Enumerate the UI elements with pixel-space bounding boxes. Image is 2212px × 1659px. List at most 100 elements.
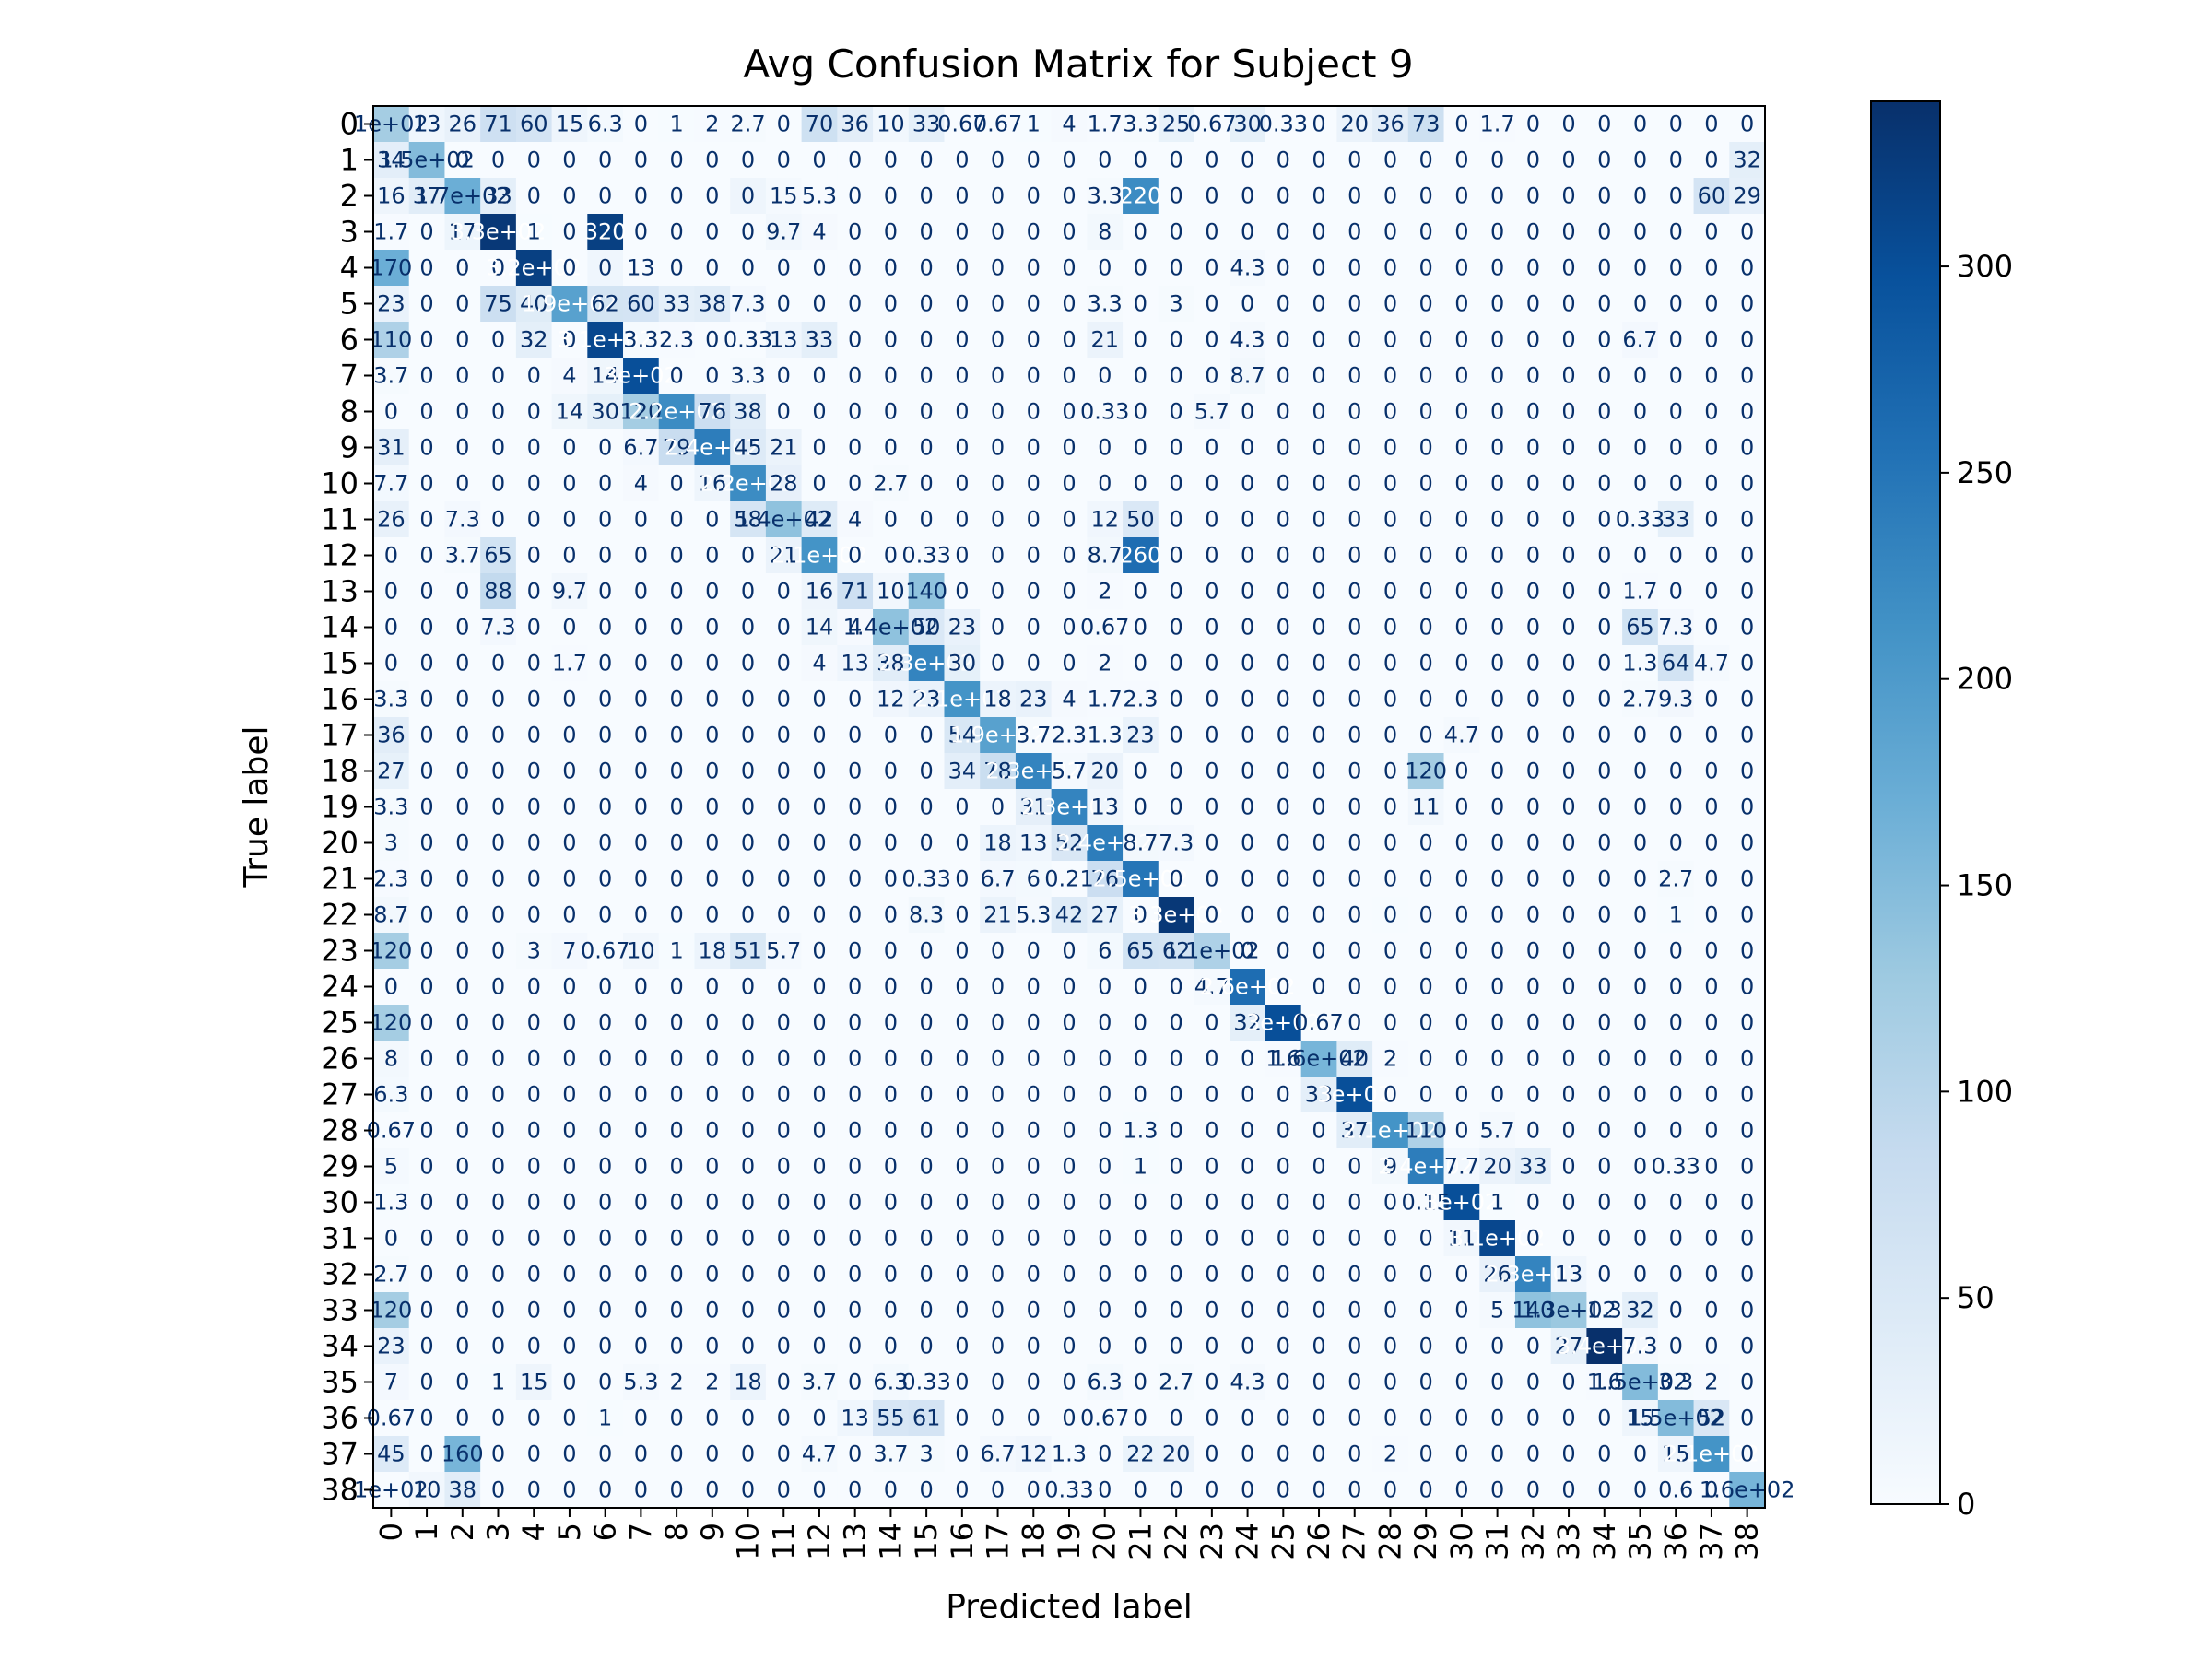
- heatmap-cell-label: 0: [777, 1154, 791, 1180]
- heatmap-cell-label: 0: [1205, 1477, 1218, 1503]
- heatmap-cell-label: 0: [455, 723, 469, 748]
- heatmap-cell-label: 0: [669, 974, 683, 1000]
- heatmap-cell-label: 32: [1626, 1298, 1654, 1324]
- y-tick-label: 0: [340, 107, 359, 142]
- heatmap-cell-label: 2: [1098, 579, 1112, 605]
- heatmap-cell-label: 0: [1312, 1154, 1325, 1180]
- x-tick-label: 14: [873, 1523, 908, 1560]
- heatmap-cell-label: 0: [1740, 1154, 1754, 1180]
- heatmap-cell-label: 3.3: [373, 794, 408, 820]
- heatmap-cell-label: 0: [812, 974, 826, 1000]
- heatmap-cell: [1051, 286, 1088, 323]
- heatmap-cell-label: 0: [919, 219, 933, 245]
- heatmap-cell-label: 0: [1633, 830, 1647, 856]
- heatmap-cell-label: 0: [1597, 651, 1611, 677]
- heatmap-cell-label: 0: [1347, 579, 1361, 605]
- heatmap-cell-label: 0: [1454, 147, 1468, 173]
- heatmap-cell-label: 0: [1241, 1441, 1254, 1467]
- heatmap-cell: [1015, 178, 1053, 215]
- heatmap-cell-label: 0: [848, 147, 862, 173]
- heatmap-cell-label: 0: [1526, 112, 1540, 137]
- heatmap-cell: [373, 394, 410, 430]
- heatmap-cell: [1051, 178, 1088, 215]
- heatmap-cell-label: 0: [1419, 471, 1433, 497]
- heatmap-cell-label: 0: [705, 866, 719, 892]
- heatmap-cell-label: 0: [1419, 579, 1433, 605]
- heatmap-cell: [623, 286, 660, 323]
- heatmap-cell-label: 0: [527, 1406, 541, 1431]
- heatmap-cell-label: 0: [491, 363, 505, 389]
- heatmap-cell-label: 0: [991, 435, 1005, 461]
- heatmap-cell: [587, 178, 624, 215]
- heatmap-cell-label: 0: [1062, 471, 1076, 497]
- heatmap-cell-label: 0: [1277, 1154, 1290, 1180]
- heatmap-cell-label: 0: [669, 615, 683, 641]
- heatmap-cell-label: 0: [669, 1082, 683, 1108]
- heatmap-cell: [837, 214, 874, 251]
- heatmap-cell-label: 34: [948, 759, 977, 784]
- heatmap-cell-label: 0: [1383, 1010, 1397, 1036]
- heatmap-cell-label: 0: [955, 579, 969, 605]
- heatmap-cell-label: 0: [1062, 615, 1076, 641]
- heatmap-cell-label: 0: [1134, 291, 1147, 317]
- heatmap-cell: [623, 250, 660, 287]
- heatmap-cell-label: 0: [705, 1190, 719, 1216]
- heatmap-cell-label: 0: [527, 1226, 541, 1252]
- heatmap-cell-label: 0: [1027, 399, 1041, 425]
- heatmap-cell-label: 0: [884, 759, 898, 784]
- heatmap-cell-label: 0: [1170, 866, 1183, 892]
- heatmap-cell-label: 0: [1561, 327, 1575, 353]
- heatmap-cell-label: 0: [634, 651, 648, 677]
- heatmap-cell: [765, 106, 803, 143]
- x-tick-label: 6: [588, 1523, 623, 1541]
- x-tick-label: 18: [1016, 1523, 1051, 1560]
- heatmap-cell-label: 9.7: [766, 219, 801, 245]
- heatmap-cell-label: 0: [527, 1010, 541, 1036]
- heatmap-cell-label: 0: [1205, 471, 1218, 497]
- heatmap-cell-label: 0: [777, 866, 791, 892]
- heatmap-cell-label: 10: [877, 579, 905, 605]
- heatmap-cell-label: 0: [1597, 1118, 1611, 1144]
- heatmap-cell-label: 0: [1633, 723, 1647, 748]
- heatmap-cell-label: 0: [1312, 399, 1325, 425]
- heatmap-cell-label: 0: [419, 759, 433, 784]
- heatmap-cell-label: 0: [1098, 974, 1112, 1000]
- heatmap-cell-label: 0: [1312, 759, 1325, 784]
- heatmap-cell-label: 0: [1062, 651, 1076, 677]
- heatmap-cell-label: 0: [562, 1334, 576, 1359]
- heatmap-cell: [587, 358, 624, 394]
- heatmap-cell-label: 0: [598, 1046, 612, 1072]
- heatmap-cell-label: 0: [1669, 399, 1683, 425]
- heatmap-cell-label: 0: [669, 579, 683, 605]
- heatmap-cell-label: 0: [1241, 866, 1254, 892]
- heatmap-cell: [944, 214, 981, 251]
- heatmap-cell-label: 0: [1134, 1370, 1147, 1395]
- heatmap-cell-label: 0: [741, 1406, 755, 1431]
- heatmap-cell-label: 0: [1561, 1370, 1575, 1395]
- heatmap-cell-label: 0: [848, 1441, 862, 1467]
- heatmap-cell-label: 0: [491, 830, 505, 856]
- heatmap-cell-label: 0: [1241, 759, 1254, 784]
- heatmap-cell-label: 0: [848, 219, 862, 245]
- heatmap-cell-label: 6.7: [623, 435, 658, 461]
- y-tick-label: 3: [340, 215, 359, 250]
- heatmap-cell: [1443, 142, 1480, 179]
- heatmap-cell-label: 0: [1347, 327, 1361, 353]
- heatmap-cell: [1336, 358, 1373, 394]
- heatmap-cell-label: 0: [777, 1370, 791, 1395]
- heatmap-cell-label: 0: [1312, 938, 1325, 964]
- heatmap-cell-label: 0: [1098, 1298, 1112, 1324]
- heatmap-cell-label: 0: [1490, 651, 1504, 677]
- heatmap-cell-label: 0: [455, 830, 469, 856]
- heatmap-cell-label: 0: [1383, 938, 1397, 964]
- heatmap-cell-label: 0: [1490, 830, 1504, 856]
- heatmap-cell: [837, 358, 874, 394]
- heatmap-cell-label: 9.3: [1658, 687, 1693, 712]
- heatmap-cell-label: 0: [527, 794, 541, 820]
- heatmap-cell: [1087, 322, 1124, 359]
- y-tick-label: 4: [340, 251, 359, 286]
- heatmap-cell-label: 0: [1526, 974, 1540, 1000]
- heatmap-cell-label: 0: [455, 687, 469, 712]
- heatmap-cell-label: 0: [1134, 579, 1147, 605]
- heatmap-cell-label: 0: [562, 1010, 576, 1036]
